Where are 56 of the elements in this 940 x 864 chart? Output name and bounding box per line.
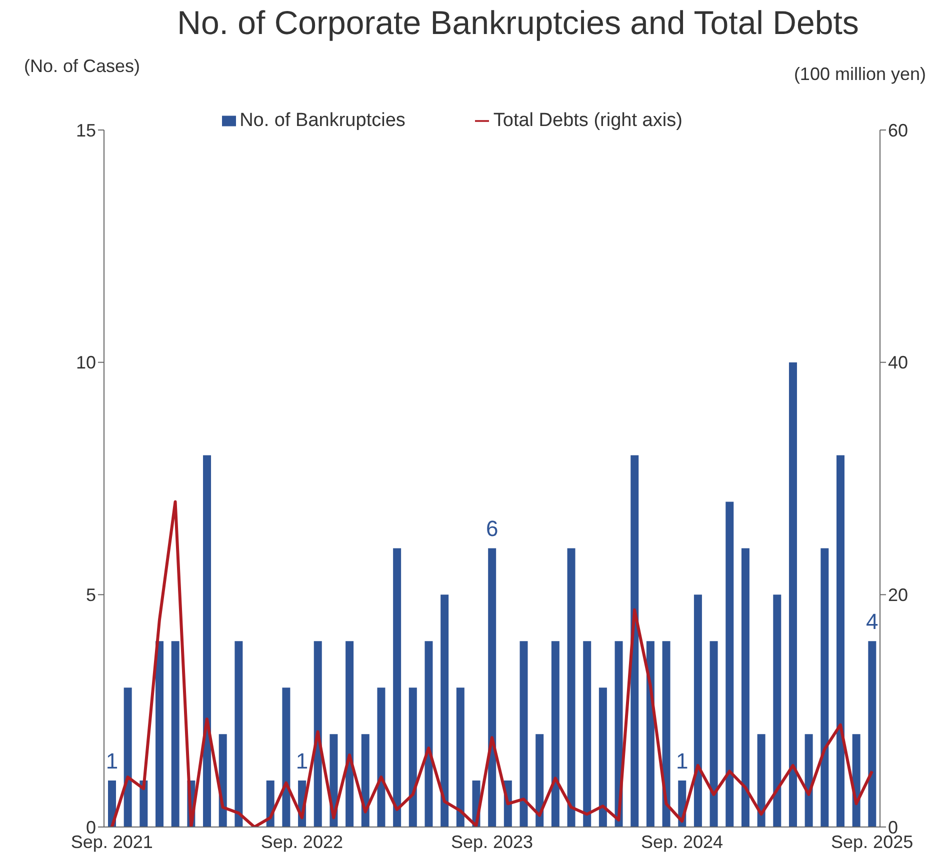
y-tick-label: 10 bbox=[76, 352, 96, 373]
bar bbox=[361, 734, 370, 827]
bar bbox=[156, 641, 164, 827]
bar bbox=[424, 641, 433, 827]
data-label: 6 bbox=[486, 516, 498, 542]
bar bbox=[456, 688, 464, 827]
y-tick-label: 0 bbox=[86, 817, 96, 838]
bar bbox=[551, 641, 560, 827]
bar bbox=[234, 641, 243, 827]
bar bbox=[804, 734, 813, 827]
legend-label: No. of Bankruptcies bbox=[240, 110, 406, 131]
bar bbox=[567, 548, 576, 827]
y2-axis-title: (100 million yen) bbox=[794, 64, 926, 85]
bar bbox=[488, 548, 496, 827]
x-tick-label: Sep. 2023 bbox=[450, 832, 534, 852]
bar bbox=[536, 734, 544, 827]
bar bbox=[726, 502, 734, 827]
bar bbox=[773, 594, 782, 827]
bar bbox=[346, 641, 354, 827]
y2-tick-label: 40 bbox=[888, 352, 908, 373]
bar bbox=[520, 641, 528, 827]
legend-label: Total Debts (right axis) bbox=[493, 110, 682, 131]
bar bbox=[583, 641, 592, 827]
bar bbox=[630, 455, 639, 827]
data-label: 1 bbox=[676, 748, 688, 774]
y-tick-label: 5 bbox=[86, 585, 96, 606]
bar bbox=[598, 688, 607, 827]
bar bbox=[694, 594, 702, 827]
bar bbox=[741, 548, 750, 827]
bar bbox=[377, 688, 386, 827]
bar bbox=[393, 548, 402, 827]
y-tick-label: 15 bbox=[76, 120, 96, 140]
y2-tick-label: 20 bbox=[888, 585, 908, 606]
bar bbox=[646, 641, 654, 827]
y2-tick-label: 60 bbox=[888, 120, 908, 140]
bar bbox=[788, 362, 797, 827]
bar bbox=[408, 688, 417, 827]
x-tick-label: Sep. 2022 bbox=[260, 832, 343, 852]
bar bbox=[171, 641, 180, 827]
bar bbox=[203, 455, 212, 827]
y-axis-title: (No. of Cases) bbox=[24, 56, 140, 77]
bar bbox=[868, 641, 876, 827]
bar bbox=[757, 734, 766, 827]
bar bbox=[282, 688, 290, 827]
bar bbox=[820, 548, 829, 827]
data-label: 1 bbox=[296, 748, 308, 774]
bar bbox=[124, 688, 132, 827]
x-tick-label: Sep. 2024 bbox=[641, 832, 724, 852]
bar bbox=[836, 455, 844, 827]
bar bbox=[314, 641, 322, 827]
bar bbox=[710, 641, 718, 827]
bar bbox=[662, 641, 670, 827]
data-label: 4 bbox=[866, 609, 878, 634]
bar bbox=[440, 594, 449, 827]
chart-title: No. of Corporate Bankruptcies and Total Debts bbox=[176, 4, 860, 42]
data-label: 1 bbox=[106, 748, 118, 774]
